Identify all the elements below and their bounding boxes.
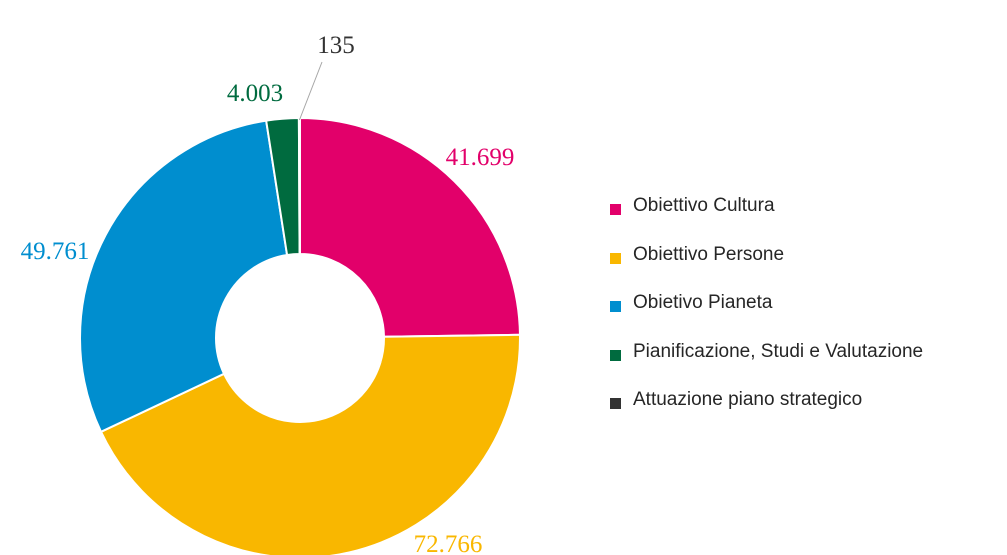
legend-item-attuazione: Attuazione piano strategico: [610, 376, 923, 425]
legend-swatch-pianificazione: [610, 349, 621, 361]
leader-line-attuazione: [298, 61, 323, 121]
legend-swatch-attuazione: [610, 398, 621, 410]
legend-label-persone: Obiettivo Persone: [633, 243, 785, 265]
data-label-pianificazione: 4.003: [227, 80, 283, 107]
slice-persone: [99, 333, 521, 555]
slice-cultura: [299, 116, 521, 338]
legend-label-attuazione: Attuazione piano strategico: [633, 389, 863, 411]
legend-label-cultura: Obiettivo Cultura: [633, 195, 775, 217]
legend-label-pianificazione: Pianificazione, Studi e Valutazione: [633, 340, 924, 362]
legend-swatch-persone: [610, 252, 621, 264]
slice-pianeta: [79, 119, 289, 434]
legend-item-cultura: Obiettivo Cultura: [610, 182, 923, 231]
legend-swatch-pianeta: [610, 301, 621, 313]
donut-chart: 41.699 72.766 49.761 4.003 135: [21, 32, 521, 555]
chart-legend: Obiettivo Cultura Obiettivo Persone Obieti…: [610, 182, 923, 425]
legend-item-persone: Obiettivo Persone: [610, 231, 923, 280]
data-label-persone: 72.766: [414, 531, 483, 555]
slice-attuazione: [297, 116, 301, 256]
legend-swatch-cultura: [610, 204, 621, 216]
legend-item-pianeta: Obietivo Pianeta: [610, 279, 923, 328]
data-label-attuazione: 135: [317, 32, 355, 59]
data-label-pianeta: 49.761: [21, 238, 90, 265]
legend-item-pianificazione: Pianificazione, Studi e Valutazione: [610, 328, 923, 377]
legend-label-pianeta: Obietivo Pianeta: [633, 292, 773, 314]
data-label-cultura: 41.699: [446, 144, 515, 171]
